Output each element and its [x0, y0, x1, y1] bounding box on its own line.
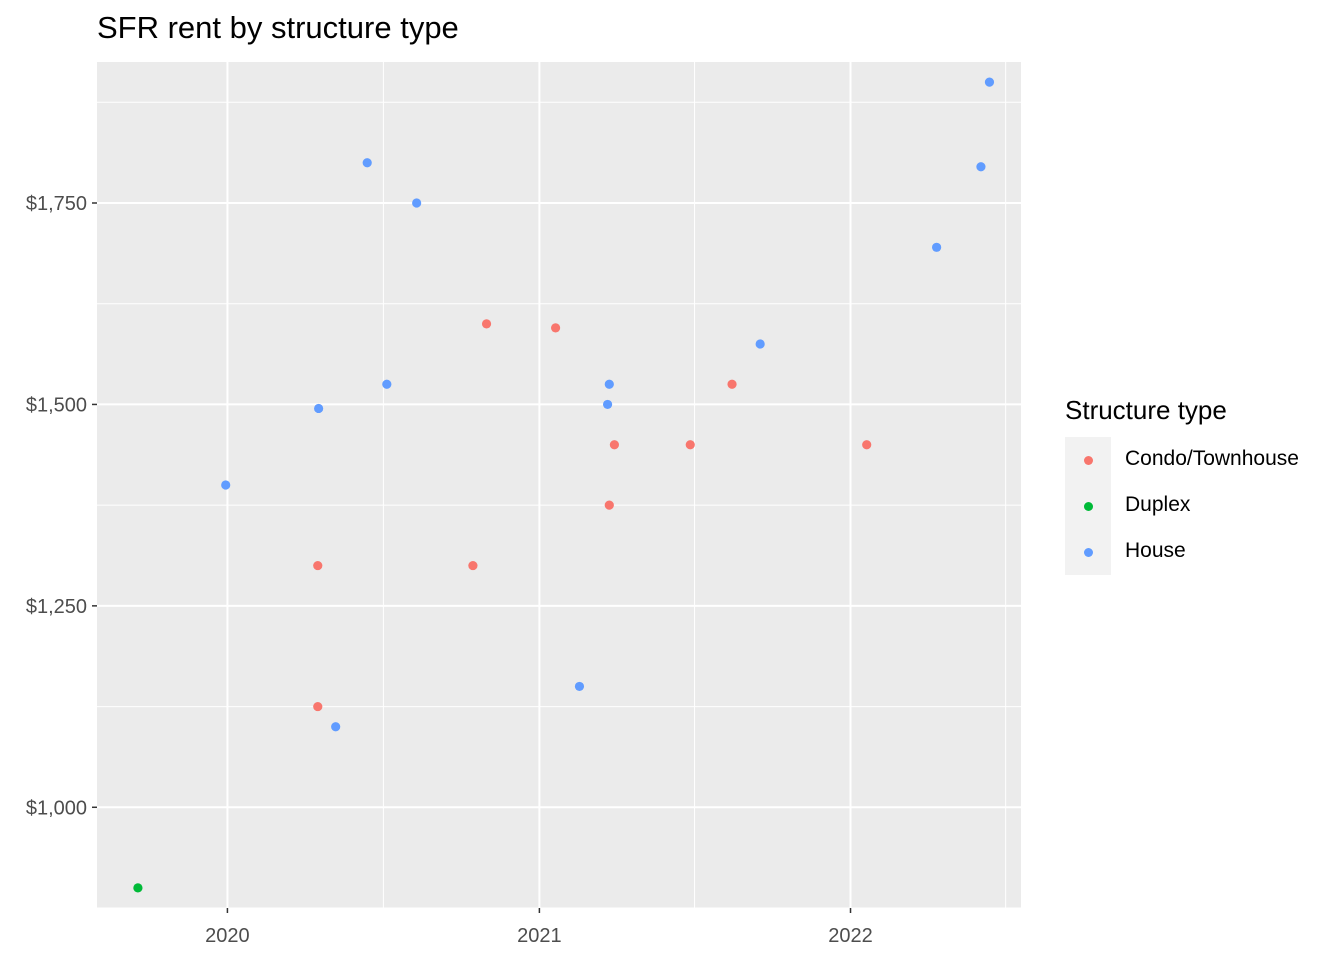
- data-point-duplex: [133, 883, 143, 893]
- data-point-house: [604, 379, 614, 389]
- legend-label: Duplex: [1125, 493, 1191, 516]
- plot-panel: [97, 62, 1021, 908]
- data-point-house: [932, 242, 942, 252]
- data-point-condo-townhouse: [481, 319, 492, 329]
- data-point-condo-townhouse: [313, 560, 323, 571]
- data-point-condo-townhouse: [862, 440, 872, 450]
- data-point-house: [755, 339, 765, 349]
- data-point-house: [976, 162, 986, 172]
- x-tick-label: 2021: [517, 925, 562, 947]
- data-point-house: [221, 480, 231, 490]
- data-point-house: [314, 403, 324, 414]
- data-point-house: [331, 722, 341, 732]
- data-point-condo-townhouse: [727, 379, 737, 389]
- legend-label: Condo/Townhouse: [1125, 447, 1299, 470]
- y-tick-label: $1,500: [26, 394, 87, 416]
- x-tick-label: 2020: [205, 925, 250, 947]
- legend-label: House: [1125, 539, 1186, 562]
- data-point-condo-townhouse: [685, 440, 695, 450]
- legend-dot-icon: [1084, 456, 1093, 465]
- data-point-house: [362, 158, 372, 168]
- data-point-condo-townhouse: [550, 323, 561, 333]
- data-point-condo-townhouse: [313, 701, 323, 712]
- data-point-house: [382, 379, 392, 389]
- legend-dot-icon: [1084, 548, 1093, 557]
- data-point-condo-townhouse: [468, 560, 478, 571]
- data-point-condo-townhouse: [609, 440, 620, 450]
- legend-item-house: House: [1065, 529, 1335, 575]
- data-point-house: [574, 681, 585, 692]
- y-tick-label: $1,250: [26, 596, 87, 618]
- data-point-condo-townhouse: [604, 500, 614, 510]
- y-tick-label: $1,000: [26, 797, 87, 819]
- data-point-house: [412, 198, 422, 208]
- data-point-house: [602, 399, 613, 410]
- legend-title: Structure type: [1065, 395, 1227, 425]
- data-point-house: [984, 77, 995, 87]
- y-tick-label: $1,750: [26, 193, 87, 215]
- legend-item-duplex: Duplex: [1065, 483, 1335, 529]
- legend-item-condo-townhouse: Condo/Townhouse: [1065, 437, 1335, 483]
- chart-title: SFR rent by structure type: [97, 10, 459, 45]
- legend-dot-icon: [1084, 502, 1093, 511]
- x-tick-label: 2022: [828, 925, 873, 947]
